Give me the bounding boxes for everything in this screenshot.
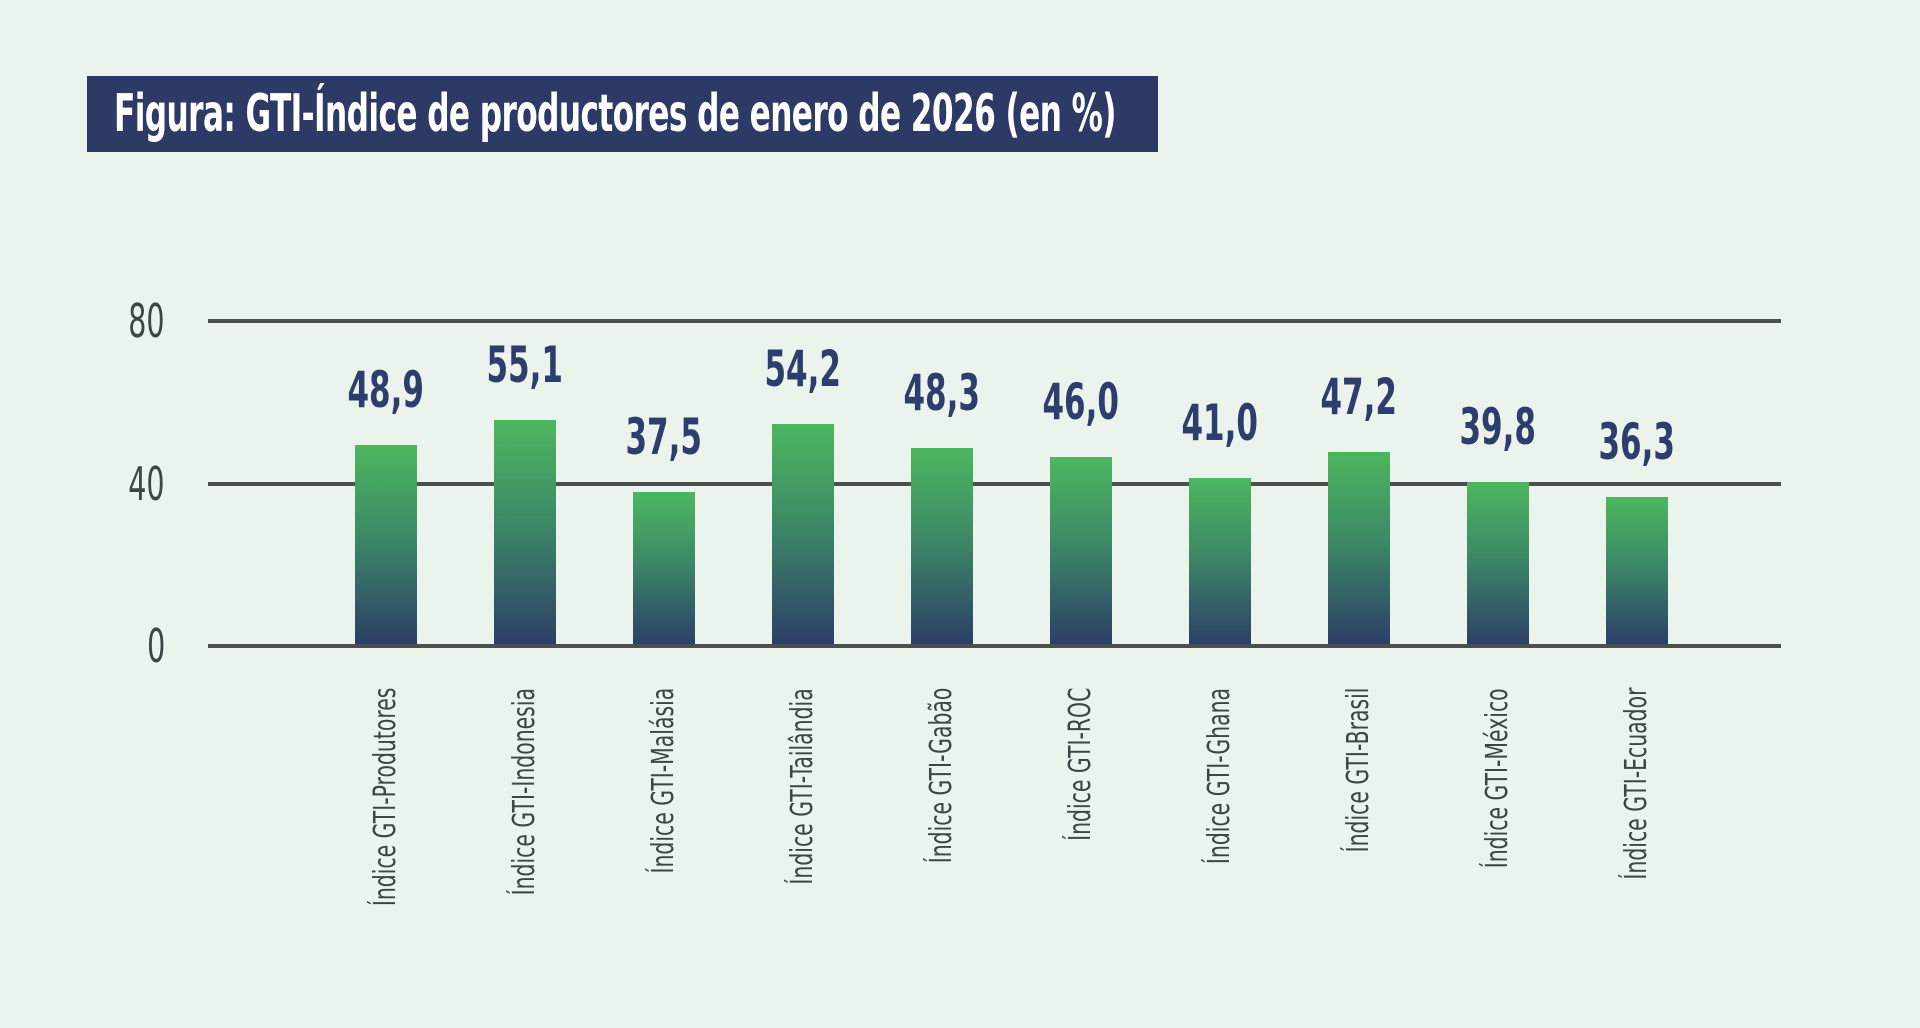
bar-value-label: 41,0 [1130,398,1310,448]
bar-value-label: 54,2 [713,344,893,394]
bar-4 [772,423,834,644]
bar-value-label-text: 48,3 [903,363,981,422]
figure-title-banner: Figura: GTI-Índice de productores de ene… [87,76,1158,152]
category-axis-label-text: Índice GTI-Brasil [1341,688,1376,853]
category-axis-label-text: Índice GTI-Ecuador [1619,688,1654,881]
category-axis-label-text: Índice GTI-Tailândia [785,688,820,885]
bar-value-label: 47,2 [1269,372,1449,422]
bar-3 [633,491,695,644]
category-axis-label: Índice GTI-Produtores [368,688,404,1018]
category-axis-label-text: Índice GTI-ROC [1063,688,1098,842]
category-axis-label-text: Índice GTI-Malásia [646,688,681,874]
category-axis-label-text: Índice GTI-Produtores [368,688,403,907]
gridline-0 [208,644,1781,648]
y-axis-tick-label-text: 80 [128,294,165,349]
category-axis-label: Índice GTI-ROC [1063,688,1099,1018]
y-axis-tick-label-text: 40 [128,456,165,511]
category-axis-label: Índice GTI-Malásia [646,688,682,1018]
bar-value-label-text: 55,1 [486,336,564,395]
y-axis-tick-label: 80 [55,298,165,344]
bar-2 [494,420,556,644]
bar-value-label-text: 48,9 [347,361,425,420]
category-axis-label-text: Índice GTI-Gabão [924,688,959,864]
bar-9 [1467,482,1529,644]
y-axis-tick-label: 40 [55,461,165,507]
category-axis-label: Índice GTI-Ghana [1202,688,1238,1018]
gridline-80 [208,319,1781,324]
bar-7 [1189,477,1251,644]
bar-value-label: 55,1 [435,340,615,390]
bar-value-label-text: 41,0 [1181,393,1259,452]
category-axis-label: Índice GTI-Indonesia [507,688,543,1018]
bar-value-label: 46,0 [991,377,1171,427]
bar-1 [355,445,417,644]
bar-value-label: 36,3 [1547,417,1727,467]
category-axis-label-text: Índice GTI-Ghana [1202,688,1237,865]
bar-value-label-text: 37,5 [625,407,703,466]
category-axis-label: Índice GTI-Ecuador [1619,688,1655,1018]
bar-5 [911,447,973,644]
figure-title: Figura: GTI-Índice de productores de ene… [114,84,1117,144]
bar-6 [1050,457,1112,644]
category-axis-label: Índice GTI-Tailândia [785,688,821,1018]
bar-8 [1328,452,1390,644]
bar-value-label: 37,5 [574,412,754,462]
gridline-40 [208,481,1781,486]
y-axis-tick-label: 0 [55,623,165,669]
category-axis-label: Índice GTI-Brasil [1341,688,1377,1018]
bar-value-label-text: 47,2 [1320,368,1398,427]
category-axis-label-text: Índice GTI-México [1480,688,1515,868]
bar-value-label: 48,9 [296,365,476,415]
bar-value-label-text: 54,2 [764,339,842,398]
bar-10 [1606,496,1668,644]
category-axis-label: Índice GTI-México [1480,688,1516,1018]
bar-value-label-text: 36,3 [1598,412,1676,471]
bar-value-label: 48,3 [852,368,1032,418]
y-axis-tick-label-text: 0 [146,619,165,673]
bar-value-label-text: 39,8 [1459,398,1537,457]
category-axis-label: Índice GTI-Gabão [924,688,960,1018]
category-axis-label-text: Índice GTI-Indonesia [507,688,542,896]
bar-value-label: 39,8 [1408,402,1588,452]
bar-value-label-text: 46,0 [1042,373,1120,432]
